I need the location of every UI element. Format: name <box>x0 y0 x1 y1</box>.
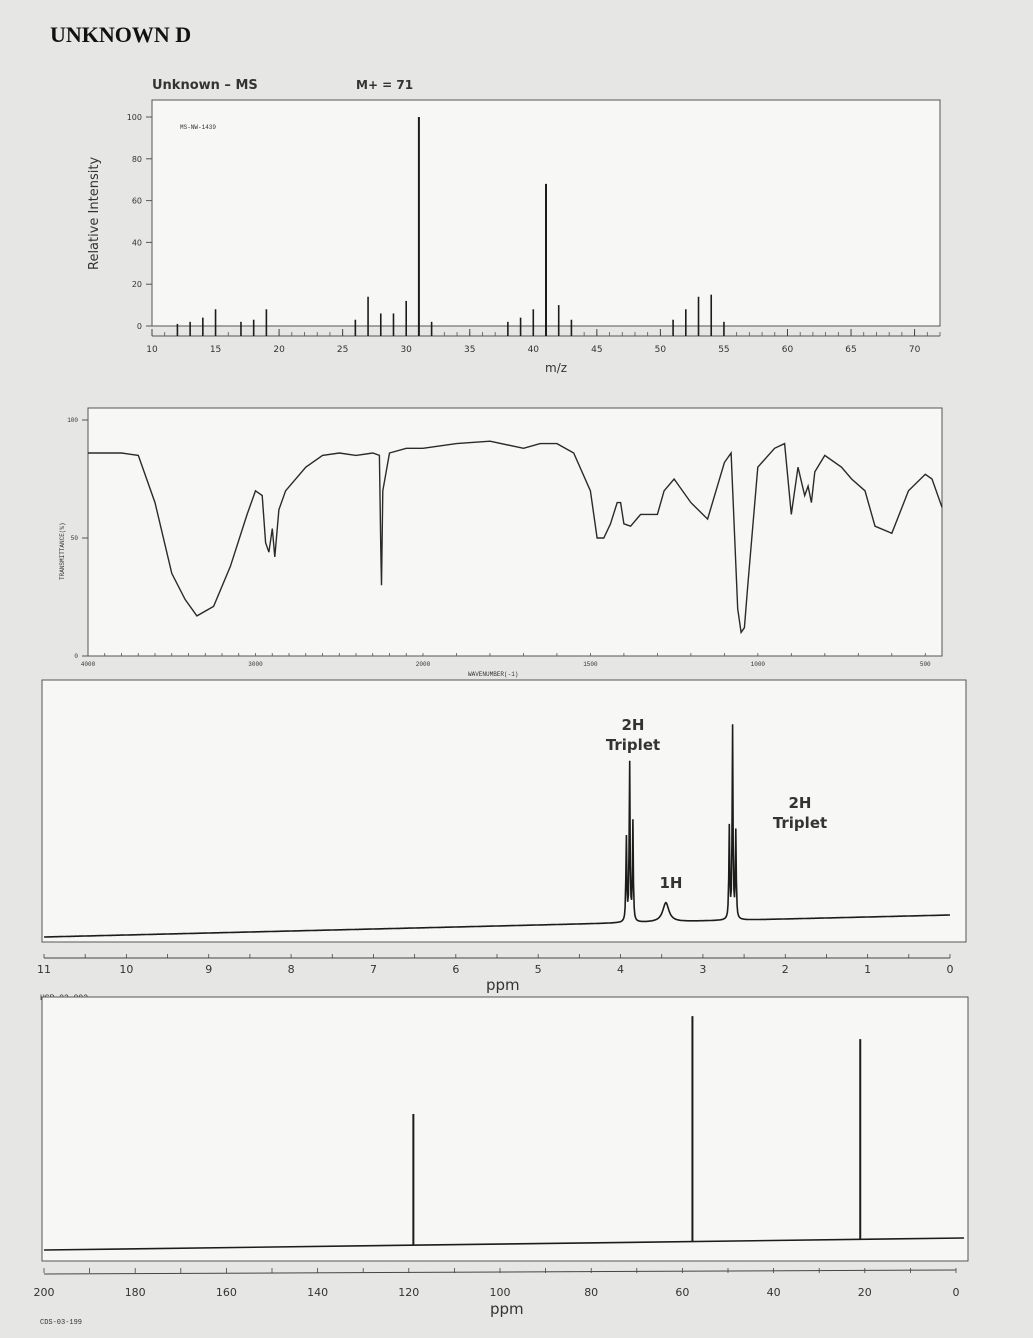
cnmr-plot-frame <box>41 996 969 1262</box>
ms-x-tick-label: 20 <box>273 345 285 355</box>
carbon-nmr-spectrum: 200 180 160 140 120 100 80 60 40 20 0 ppm CDS-03-1… <box>34 996 969 1327</box>
hnmr-x-tick-label: 9 <box>205 963 212 976</box>
ms-x-tick-label: 60 <box>782 345 794 355</box>
hnmr-annotation-text: 2H <box>622 716 645 734</box>
ms-y-tick-label: 60 <box>132 197 142 206</box>
ir-x-tick-label: 3000 <box>248 661 263 668</box>
mass-spectrum: Unknown – MS M+ = 71 MS-NW-1439 Relative… <box>87 78 941 375</box>
ir-y-axis-label: TRANSMITTANCE(%) <box>59 522 66 580</box>
hnmr-x-tick-label: 1 <box>864 963 871 976</box>
ms-x-tick-label: 40 <box>528 345 540 355</box>
ir-x-tick-label: 1500 <box>583 661 598 668</box>
hnmr-x-tick-label: 5 <box>535 963 542 976</box>
hnmr-annotations: 2H Triplet 1H 2H Triplet <box>606 716 827 892</box>
ms-x-tick-label: 25 <box>337 345 348 355</box>
cnmr-x-tick-label: 20 <box>858 1286 872 1299</box>
hnmr-x-tick-label: 6 <box>452 963 459 976</box>
cnmr-x-ticks: 200 180 160 140 120 100 80 60 40 20 0 <box>34 1268 960 1299</box>
ms-x-tick-label: 15 <box>210 345 221 355</box>
cnmr-x-tick-label: 0 <box>953 1286 960 1299</box>
ms-y-tick-label: 40 <box>132 238 142 247</box>
ms-title: Unknown – MS <box>152 78 258 93</box>
ms-x-ticks: 10 15 20 25 30 35 40 45 50 55 60 65 70 <box>146 329 941 355</box>
ms-y-axis-label: Relative Intensity <box>87 157 102 270</box>
cnmr-x-tick-label: 160 <box>216 1286 237 1299</box>
ir-x-ticks: 4000 3000 2000 1500 1000 500 <box>81 653 931 668</box>
ir-y-tick-label: 0 <box>74 653 78 660</box>
ms-y-ticks: 0 20 40 60 80 100 <box>127 113 152 331</box>
hnmr-x-ticks: 11 10 9 8 7 6 5 4 3 2 1 0 <box>37 954 954 976</box>
ir-spectrum: TRANSMITTANCE(%) WAVENUMBER(-1) 0 50 100 4… <box>59 407 943 678</box>
ms-peaks <box>176 117 725 336</box>
ir-x-tick-label: 4000 <box>81 661 96 668</box>
hnmr-annotation-text: 2H <box>789 794 812 812</box>
hnmr-x-axis-label: ppm <box>486 976 520 994</box>
ms-x-tick-label: 10 <box>146 345 158 355</box>
cnmr-x-axis-label: ppm <box>490 1300 524 1318</box>
ir-x-tick-label: 1000 <box>751 661 766 668</box>
hnmr-annotation-text: Triplet <box>606 736 660 754</box>
hnmr-x-tick-label: 0 <box>947 963 954 976</box>
ms-code: MS-NW-1439 <box>180 124 216 131</box>
cnmr-x-tick-label: 180 <box>125 1286 146 1299</box>
ms-y-tick-label: 20 <box>132 280 142 289</box>
hnmr-annotation-text: Triplet <box>773 814 827 832</box>
cnmr-baseline <box>43 1237 965 1251</box>
hnmr-plot-frame <box>41 679 967 943</box>
cnmr-peaks <box>43 1016 965 1251</box>
ms-y-tick-label: 0 <box>137 322 142 331</box>
ms-x-tick-label: 30 <box>400 345 412 355</box>
cnmr-x-tick-label: 80 <box>584 1286 598 1299</box>
ms-x-tick-label: 50 <box>655 345 667 355</box>
hnmr-x-tick-label: 3 <box>699 963 706 976</box>
ir-y-tick-label: 100 <box>67 417 78 424</box>
ms-x-tick-label: 45 <box>591 345 602 355</box>
hnmr-x-tick-label: 4 <box>617 963 624 976</box>
hnmr-annotation-text: 1H <box>660 874 683 892</box>
ms-y-tick-label: 100 <box>127 113 142 122</box>
cnmr-x-tick-label: 120 <box>398 1286 419 1299</box>
ms-x-tick-label: 55 <box>718 345 729 355</box>
ms-x-tick-label: 65 <box>845 345 856 355</box>
ms-molecular-ion: M+ = 71 <box>356 78 413 92</box>
hnmr-x-tick-label: 8 <box>288 963 295 976</box>
ir-x-axis-label: WAVENUMBER(-1) <box>468 671 518 678</box>
ir-trace <box>88 440 943 635</box>
hnmr-trace <box>44 724 950 938</box>
hnmr-x-tick-label: 10 <box>119 963 133 976</box>
ms-y-tick-label: 80 <box>132 155 142 164</box>
ms-x-axis-label: m/z <box>545 361 567 375</box>
ir-plot-frame <box>87 407 943 657</box>
ir-x-tick-label: 500 <box>920 661 931 668</box>
cnmr-x-tick-label: 60 <box>675 1286 689 1299</box>
ms-x-tick-label: 35 <box>464 345 475 355</box>
ir-y-ticks: 0 50 100 <box>67 417 88 660</box>
cnmr-x-tick-label: 200 <box>34 1286 55 1299</box>
page-heading: UNKNOWN D <box>50 22 191 47</box>
ir-y-tick-label: 50 <box>71 535 79 542</box>
hnmr-x-tick-label: 11 <box>37 963 51 976</box>
ms-x-tick-label: 70 <box>909 345 921 355</box>
cnmr-x-tick-label: 40 <box>767 1286 781 1299</box>
ir-x-tick-label: 2000 <box>416 661 431 668</box>
hnmr-x-tick-label: 2 <box>782 963 789 976</box>
cnmr-x-tick-label: 140 <box>307 1286 328 1299</box>
hnmr-x-tick-label: 7 <box>370 963 377 976</box>
cnmr-code: CDS-03-199 <box>40 1319 82 1327</box>
cnmr-x-tick-label: 100 <box>490 1286 511 1299</box>
